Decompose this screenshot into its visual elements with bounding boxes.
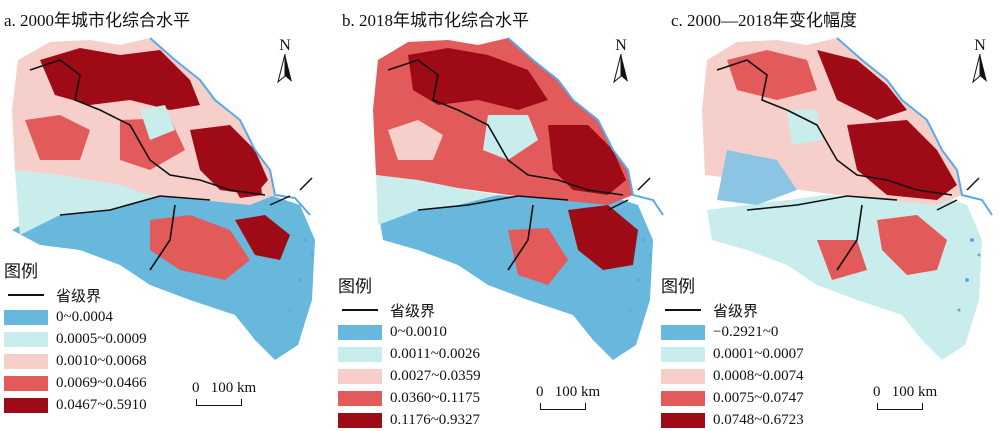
swatch: [661, 324, 705, 340]
swatch: [661, 368, 705, 384]
boundary-line-icon: [338, 309, 382, 311]
swatch: [4, 353, 48, 369]
legend-class: 0.0005~0.0009: [4, 328, 147, 350]
swatch: [338, 346, 382, 362]
swatch: [338, 324, 382, 340]
legend-class: 0.0360~0.1175: [338, 387, 481, 409]
legend-class: 0.0075~0.0747: [661, 387, 804, 409]
swatch: [4, 397, 48, 413]
panel-title: b. 2018年城市化综合水平: [342, 11, 529, 30]
swatch: [661, 390, 705, 406]
map-2000: [12, 37, 315, 360]
legend-boundary: 省级界: [661, 299, 804, 321]
legend-title: 图例: [338, 277, 372, 296]
north-arrow: N: [969, 38, 991, 89]
legend-boundary: 省级界: [338, 299, 481, 321]
panel-title: a. 2000年城市化综合水平: [4, 11, 191, 30]
legend-class: 0.0467~0.5910: [4, 394, 147, 416]
legend-class: 0.1176~0.9327: [338, 409, 481, 431]
legend: 图例 省级界 0~0.0004 0.0005~0.0009 0.0010~0.0…: [4, 257, 147, 416]
swatch: [661, 412, 705, 428]
scale-bar: 0 100 km: [192, 380, 256, 406]
scale-bar: 0 100 km: [873, 384, 937, 410]
panel-a: a. 2000年城市化综合水平 N 图例 省级界 0~0.0004 0.0005…: [0, 0, 333, 429]
legend: 图例 省级界 0~0.0010 0.0011~0.0026 0.0027~0.0…: [338, 272, 481, 431]
legend-class: −0.2921~0: [661, 321, 804, 343]
panel-c: c. 2000—2018年变化幅度 N 图例 省级界 −0.2921~0 0.0…: [661, 0, 1000, 429]
panel-b: b. 2018年城市化综合水平 N 图例 省级界 0~0.0010 0.0011…: [338, 0, 671, 429]
north-arrow-icon: [277, 53, 292, 84]
scale-bar: 0 100 km: [536, 384, 600, 410]
legend-class: 0.0011~0.0026: [338, 343, 481, 365]
swatch: [338, 368, 382, 384]
legend-title: 图例: [661, 277, 695, 296]
swatch: [4, 375, 48, 391]
map-2018: [373, 37, 664, 360]
legend-class: 0~0.0010: [338, 321, 481, 343]
boundary-line-icon: [4, 294, 48, 296]
province-boundary: [29, 59, 266, 271]
north-arrow-icon: [972, 53, 987, 84]
legend-title: 图例: [4, 262, 38, 281]
legend-boundary: 省级界: [4, 284, 147, 306]
legend: 图例 省级界 −0.2921~0 0.0001~0.0007 0.0008~0.…: [661, 272, 804, 431]
legend-class: 0.0010~0.0068: [4, 350, 147, 372]
legend-class: 0.0027~0.0359: [338, 365, 481, 387]
north-arrow: N: [610, 38, 632, 89]
legend-class: 0~0.0004: [4, 306, 147, 328]
legend-class: 0.0748~0.6723: [661, 409, 804, 431]
north-arrow-icon: [613, 53, 628, 84]
legend-class: 0.0069~0.0466: [4, 372, 147, 394]
swatch: [338, 412, 382, 428]
boundary-line-icon: [661, 309, 705, 311]
legend-class: 0.0008~0.0074: [661, 365, 804, 387]
swatch: [4, 331, 48, 347]
swatch: [4, 309, 48, 325]
swatch: [338, 390, 382, 406]
north-arrow: N: [274, 38, 296, 89]
map-change: [702, 37, 993, 360]
panel-title: c. 2000—2018年变化幅度: [671, 11, 858, 30]
region-south: [12, 195, 315, 360]
swatch: [661, 346, 705, 362]
legend-class: 0.0001~0.0007: [661, 343, 804, 365]
